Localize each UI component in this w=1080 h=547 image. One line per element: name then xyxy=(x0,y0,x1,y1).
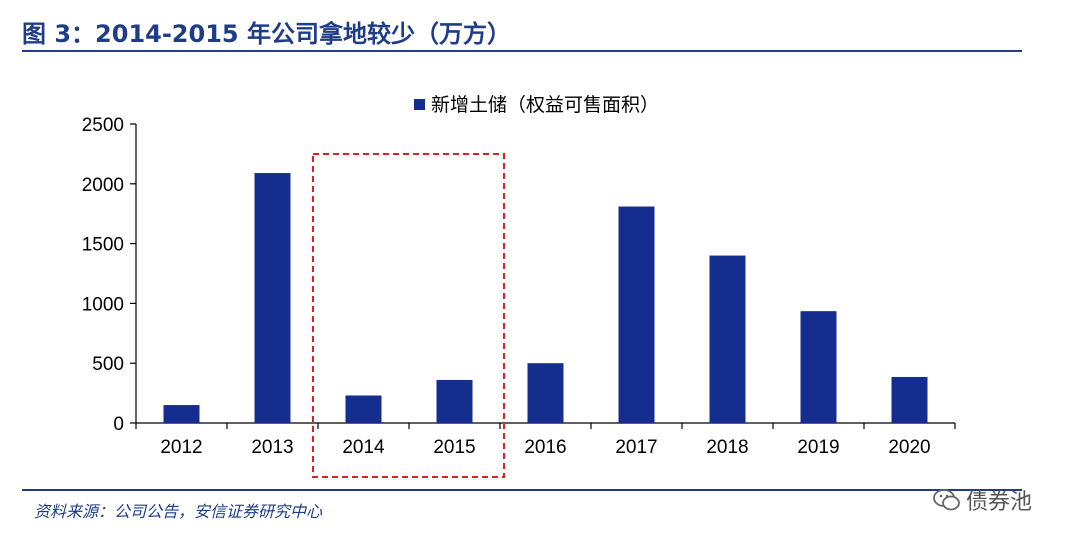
y-tick-label: 0 xyxy=(113,414,124,435)
bar-2012 xyxy=(163,405,200,423)
footer-rule xyxy=(22,489,1022,491)
legend-swatch xyxy=(414,99,425,110)
y-tick-label: 500 xyxy=(92,354,124,375)
title-rule xyxy=(22,50,1022,52)
legend-label: 新增土储（权益可售面积） xyxy=(431,94,659,116)
bar-2017 xyxy=(618,206,655,423)
bar-2015 xyxy=(436,379,473,423)
chart-axes: 0 500 1000 1500 2000 2500 2012 2013 2014 2015 2016… xyxy=(82,115,956,458)
x-tick-label: 2016 xyxy=(524,437,566,458)
x-tick-label: 2017 xyxy=(615,437,657,458)
bar-2016 xyxy=(527,363,564,423)
source-note: 资料来源：公司公告，安信证券研究中心 xyxy=(34,502,323,521)
wechat-icon xyxy=(933,489,960,511)
x-tick-label: 2015 xyxy=(433,437,475,458)
bar-chart: 新增土储（权益可售面积） 0 500 1000 1500 2000 2500 2012 201… xyxy=(82,94,956,478)
x-tick-label: 2019 xyxy=(797,437,839,458)
y-tick-label: 2000 xyxy=(82,175,124,196)
y-tick-label: 1500 xyxy=(82,235,124,256)
x-tick-label: 2012 xyxy=(160,437,202,458)
figure-title: 图 3：2014-2015 年公司拿地较少（万方） xyxy=(22,20,511,48)
highlight-box xyxy=(312,153,505,478)
bar-2014 xyxy=(345,395,382,423)
bar-2018 xyxy=(709,255,746,423)
bar-2013 xyxy=(254,173,291,423)
x-tick-label: 2014 xyxy=(342,437,385,458)
bar-2020 xyxy=(891,376,928,423)
highlight-rect xyxy=(312,153,505,478)
watermark-text: 债券池 xyxy=(966,490,1033,515)
bar-2019 xyxy=(800,311,837,423)
chart-bars xyxy=(163,173,928,423)
watermark: 债券池 xyxy=(932,484,1032,516)
x-tick-label: 2013 xyxy=(251,437,293,458)
y-tick-label: 1000 xyxy=(82,294,124,315)
x-tick-label: 2020 xyxy=(888,437,930,458)
y-tick-label: 2500 xyxy=(82,115,124,136)
chart-legend: 新增土储（权益可售面积） xyxy=(414,94,659,116)
x-tick-label: 2018 xyxy=(706,437,748,458)
